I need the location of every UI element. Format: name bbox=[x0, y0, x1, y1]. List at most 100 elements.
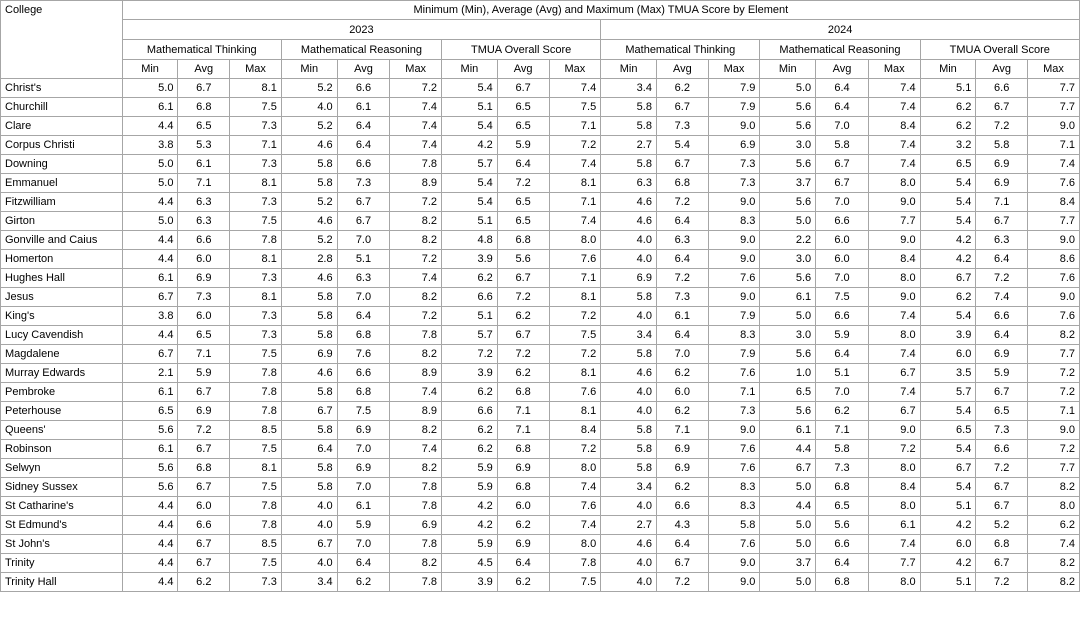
score-cell-min: 5.8 bbox=[280, 287, 338, 307]
score-cell-avg: 7.0 bbox=[336, 439, 391, 459]
score-cell-min: 7.2 bbox=[441, 344, 498, 364]
score-cell-min: 2.7 bbox=[600, 515, 657, 535]
college-name-cell: Peterhouse bbox=[0, 401, 123, 421]
score-cell-avg: 6.5 bbox=[177, 116, 231, 136]
score-cell-min: 5.2 bbox=[280, 78, 338, 98]
score-cell-avg: 7.1 bbox=[496, 420, 550, 440]
score-cell-max: 9.0 bbox=[1027, 287, 1080, 307]
score-cell-max: 7.4 bbox=[867, 534, 921, 554]
score-cell-max: 8.1 bbox=[229, 458, 282, 478]
college-name-cell: Sidney Sussex bbox=[0, 477, 123, 497]
score-cell-max: 8.5 bbox=[229, 420, 282, 440]
score-cell-max: 7.4 bbox=[867, 306, 921, 326]
score-cell-max: 7.2 bbox=[548, 344, 602, 364]
score-cell-avg: 6.8 bbox=[815, 572, 869, 592]
score-cell-min: 5.0 bbox=[759, 534, 817, 554]
score-cell-max: 7.4 bbox=[1027, 154, 1080, 174]
college-name-cell: Selwyn bbox=[0, 458, 123, 478]
score-cell-max: 7.5 bbox=[229, 553, 282, 573]
score-cell-max: 7.9 bbox=[707, 78, 761, 98]
score-cell-avg: 6.5 bbox=[496, 97, 550, 117]
table-row: Homerton 4.4 6.0 8.1 2.8 5.1 7.2 3.9 5.6 7.6 4.0 6.… bbox=[0, 249, 1080, 269]
score-cell-max: 7.8 bbox=[229, 230, 282, 250]
stat-header-min: Min bbox=[919, 59, 977, 79]
score-cell-max: 7.8 bbox=[389, 325, 443, 345]
score-cell-avg: 7.3 bbox=[655, 116, 709, 136]
score-cell-avg: 6.4 bbox=[336, 135, 391, 155]
score-cell-max: 7.2 bbox=[1027, 363, 1080, 383]
score-cell-avg: 6.2 bbox=[496, 572, 550, 592]
score-cell-max: 7.4 bbox=[389, 382, 443, 402]
score-cell-min: 5.6 bbox=[759, 268, 817, 288]
score-cell-avg: 5.1 bbox=[815, 363, 869, 383]
score-cell-max: 8.2 bbox=[389, 553, 443, 573]
group-header-mathematical-reasoning: Mathematical Reasoning bbox=[759, 39, 921, 60]
score-cell-min: 3.8 bbox=[121, 135, 179, 155]
score-cell-min: 4.2 bbox=[919, 249, 977, 269]
tmua-score-table: College Minimum (Min), Average (Avg) and… bbox=[0, 0, 1080, 592]
score-cell-avg: 6.6 bbox=[975, 439, 1029, 459]
score-cell-min: 4.0 bbox=[280, 515, 338, 535]
score-cell-max: 8.4 bbox=[867, 116, 921, 136]
score-cell-max: 7.6 bbox=[707, 534, 761, 554]
score-cell-max: 7.2 bbox=[389, 249, 443, 269]
score-cell-avg: 6.7 bbox=[496, 325, 550, 345]
score-cell-max: 7.9 bbox=[707, 344, 761, 364]
score-cell-max: 8.4 bbox=[1027, 192, 1080, 212]
college-name-cell: Murray Edwards bbox=[0, 363, 123, 383]
score-cell-max: 7.1 bbox=[548, 116, 602, 136]
score-cell-avg: 6.6 bbox=[336, 78, 391, 98]
score-cell-max: 7.4 bbox=[867, 344, 921, 364]
score-cell-max: 7.3 bbox=[707, 401, 761, 421]
score-cell-min: 4.4 bbox=[759, 439, 817, 459]
score-cell-avg: 6.8 bbox=[177, 97, 231, 117]
score-cell-max: 7.5 bbox=[229, 97, 282, 117]
score-cell-max: 7.8 bbox=[229, 363, 282, 383]
score-cell-min: 6.9 bbox=[600, 268, 657, 288]
score-cell-max: 7.8 bbox=[389, 154, 443, 174]
score-cell-avg: 7.1 bbox=[177, 173, 231, 193]
score-cell-min: 5.8 bbox=[600, 116, 657, 136]
score-cell-min: 3.9 bbox=[441, 572, 498, 592]
score-cell-avg: 6.7 bbox=[496, 268, 550, 288]
score-cell-avg: 6.6 bbox=[975, 306, 1029, 326]
score-cell-min: 6.9 bbox=[280, 344, 338, 364]
score-cell-avg: 6.3 bbox=[177, 211, 231, 231]
score-cell-avg: 6.9 bbox=[496, 534, 550, 554]
score-cell-avg: 5.6 bbox=[815, 515, 869, 535]
score-cell-avg: 5.9 bbox=[975, 363, 1029, 383]
score-cell-max: 7.8 bbox=[548, 553, 602, 573]
score-cell-avg: 7.6 bbox=[336, 344, 391, 364]
score-cell-avg: 7.0 bbox=[336, 230, 391, 250]
score-cell-max: 8.0 bbox=[867, 572, 921, 592]
score-cell-avg: 5.8 bbox=[815, 439, 869, 459]
score-cell-min: 5.0 bbox=[121, 173, 179, 193]
score-cell-max: 8.2 bbox=[389, 230, 443, 250]
score-cell-max: 7.8 bbox=[229, 401, 282, 421]
score-cell-min: 2.7 bbox=[600, 135, 657, 155]
score-cell-max: 7.5 bbox=[229, 477, 282, 497]
score-cell-avg: 7.2 bbox=[177, 420, 231, 440]
score-cell-max: 7.7 bbox=[867, 211, 921, 231]
score-cell-avg: 6.8 bbox=[496, 382, 550, 402]
table-row: Emmanuel 5.0 7.1 8.1 5.8 7.3 8.9 5.4 7.2 8.1 6.3 6.… bbox=[0, 173, 1080, 193]
score-cell-max: 7.8 bbox=[229, 496, 282, 516]
score-cell-max: 7.4 bbox=[867, 154, 921, 174]
score-cell-avg: 6.6 bbox=[815, 534, 869, 554]
score-cell-avg: 6.4 bbox=[815, 78, 869, 98]
score-cell-max: 8.1 bbox=[229, 249, 282, 269]
score-cell-avg: 7.0 bbox=[655, 344, 709, 364]
score-cell-max: 7.4 bbox=[548, 78, 602, 98]
score-cell-avg: 6.5 bbox=[496, 211, 550, 231]
score-cell-max: 8.9 bbox=[389, 401, 443, 421]
score-cell-max: 7.4 bbox=[389, 97, 443, 117]
table-row: Lucy Cavendish 4.4 6.5 7.3 5.8 6.8 7.8 5.7 6.7 7.… bbox=[0, 325, 1080, 345]
score-cell-max: 8.1 bbox=[229, 287, 282, 307]
score-cell-max: 7.2 bbox=[1027, 439, 1080, 459]
score-cell-min: 5.6 bbox=[121, 420, 179, 440]
score-cell-avg: 6.5 bbox=[177, 325, 231, 345]
score-cell-avg: 6.7 bbox=[975, 97, 1029, 117]
college-name-cell: Corpus Christi bbox=[0, 135, 123, 155]
score-cell-avg: 6.6 bbox=[815, 306, 869, 326]
score-cell-min: 6.5 bbox=[919, 420, 977, 440]
